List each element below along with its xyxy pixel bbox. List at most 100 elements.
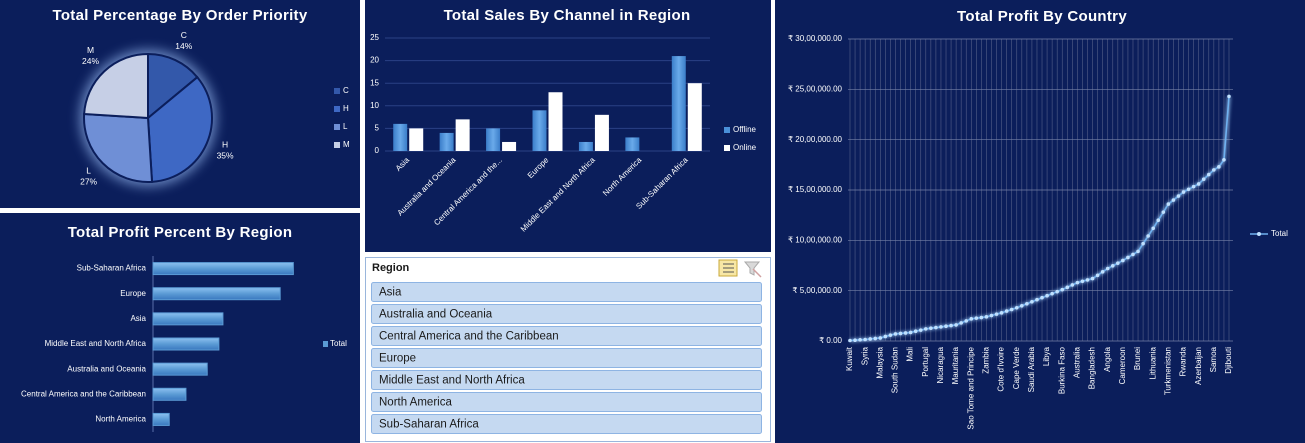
x-tick-label: Burkina Faso (1057, 346, 1066, 394)
slicer-item[interactable] (371, 370, 762, 390)
marker (1212, 168, 1216, 172)
marker (1146, 234, 1150, 238)
slice-value: 27% (80, 177, 97, 187)
legend-label: H (343, 104, 349, 113)
marker (1176, 194, 1181, 198)
y-tick-label: Europe (120, 289, 146, 298)
slicer-item-label[interactable]: Central America and the Caribbean (379, 331, 559, 343)
y-tick-label: 20 (370, 56, 379, 65)
bar (152, 262, 294, 276)
marker (1020, 303, 1024, 308)
slicer-item[interactable] (371, 304, 762, 324)
x-tick-label: Bangladesh (1088, 347, 1097, 389)
x-tick-label: Zambia (982, 346, 991, 373)
y-tick-label: 5 (375, 124, 380, 133)
x-tick-label: Rwanda (1179, 346, 1188, 376)
marker (853, 338, 857, 342)
slicer-title: Region (372, 262, 410, 274)
slicer-item[interactable] (371, 348, 762, 368)
marker (989, 313, 994, 318)
marker (1136, 249, 1140, 254)
panel (0, 213, 360, 443)
marker (1126, 255, 1130, 260)
marker (1009, 307, 1014, 312)
marker (964, 319, 969, 323)
y-tick-label: ₹ 25,00,000.00 (788, 84, 843, 93)
x-tick-label: Cameroon (1118, 347, 1127, 384)
marker (883, 334, 888, 339)
bar (152, 312, 224, 326)
x-tick-label: Turkmenistan (1163, 347, 1172, 395)
slice-label: L (86, 166, 91, 176)
bar (532, 110, 547, 151)
x-tick-label: Azerbaijan (1194, 347, 1203, 385)
marker (1196, 182, 1201, 186)
slicer-item-label[interactable]: Middle East and North Africa (379, 375, 525, 387)
slicer-item[interactable] (371, 326, 762, 346)
slice-value: 35% (217, 151, 234, 161)
marker (863, 337, 867, 342)
legend-swatch (323, 341, 328, 347)
panel (775, 0, 1305, 443)
chart-title: Total Profit By Country (957, 8, 1127, 25)
marker (848, 338, 852, 343)
y-tick-label: ₹ 15,00,000.00 (788, 185, 843, 194)
bar (409, 128, 424, 151)
marker (1004, 309, 1009, 313)
slice-value: 14% (175, 41, 192, 51)
x-tick-label: Angola (1103, 346, 1112, 371)
x-tick-label: Malaysia (875, 346, 884, 378)
slicer-item[interactable] (371, 282, 762, 302)
marker (1095, 273, 1100, 278)
legend-marker (1257, 232, 1261, 236)
marker (1085, 278, 1090, 282)
slicer-item-label[interactable]: Europe (379, 353, 416, 365)
x-tick-label: Libya (1042, 346, 1051, 366)
slicer-item[interactable] (371, 392, 762, 412)
x-tick-label: Mauritania (951, 346, 960, 384)
marker (908, 330, 913, 335)
y-tick-label: 25 (370, 33, 379, 42)
marker (1055, 289, 1059, 294)
slicer-item[interactable] (371, 414, 762, 434)
y-tick-label: Middle East and North Africa (45, 339, 147, 348)
marker (1080, 279, 1085, 284)
marker (939, 325, 943, 329)
clear-filter-icon[interactable] (743, 261, 762, 278)
marker (1065, 285, 1070, 290)
chart-title: Total Sales By Channel in Region (444, 7, 691, 24)
marker (1206, 172, 1211, 177)
multi-select-icon[interactable] (718, 259, 738, 277)
x-tick-label: Mali (906, 347, 915, 362)
slicer-item-label[interactable]: Asia (379, 287, 402, 299)
marker (1050, 291, 1054, 296)
y-tick-label: ₹ 0.00 (819, 336, 842, 345)
x-tick-label: Saudi Arabia (1027, 346, 1036, 392)
bar (486, 128, 501, 151)
marker (1100, 270, 1105, 274)
chart-title: Total Percentage By Order Priority (53, 7, 308, 24)
marker (949, 323, 953, 328)
bar (393, 123, 408, 151)
marker (1156, 218, 1161, 222)
x-tick-label: Cote d'Ivoire (997, 346, 1006, 391)
pie-slice (147, 52, 199, 121)
marker (1070, 283, 1075, 287)
pie-slice (146, 75, 213, 183)
slicer-item-label[interactable]: North America (379, 397, 452, 409)
legend-swatch (334, 88, 340, 94)
slicer-item-label[interactable]: Australia and Oceania (379, 309, 493, 321)
x-tick-label: Australia (1073, 346, 1082, 378)
bar (671, 56, 686, 151)
marker (1116, 261, 1120, 265)
slicer-item-label[interactable]: Sub-Saharan Africa (379, 419, 479, 431)
slice-label: H (222, 140, 228, 150)
y-tick-label: Australia and Oceania (67, 364, 146, 373)
marker (1191, 184, 1196, 189)
marker (1025, 301, 1029, 306)
marker (903, 331, 908, 335)
marker (974, 316, 979, 320)
line (849, 96, 1230, 342)
legend-swatch (334, 106, 340, 112)
legend-label: L (343, 122, 348, 131)
